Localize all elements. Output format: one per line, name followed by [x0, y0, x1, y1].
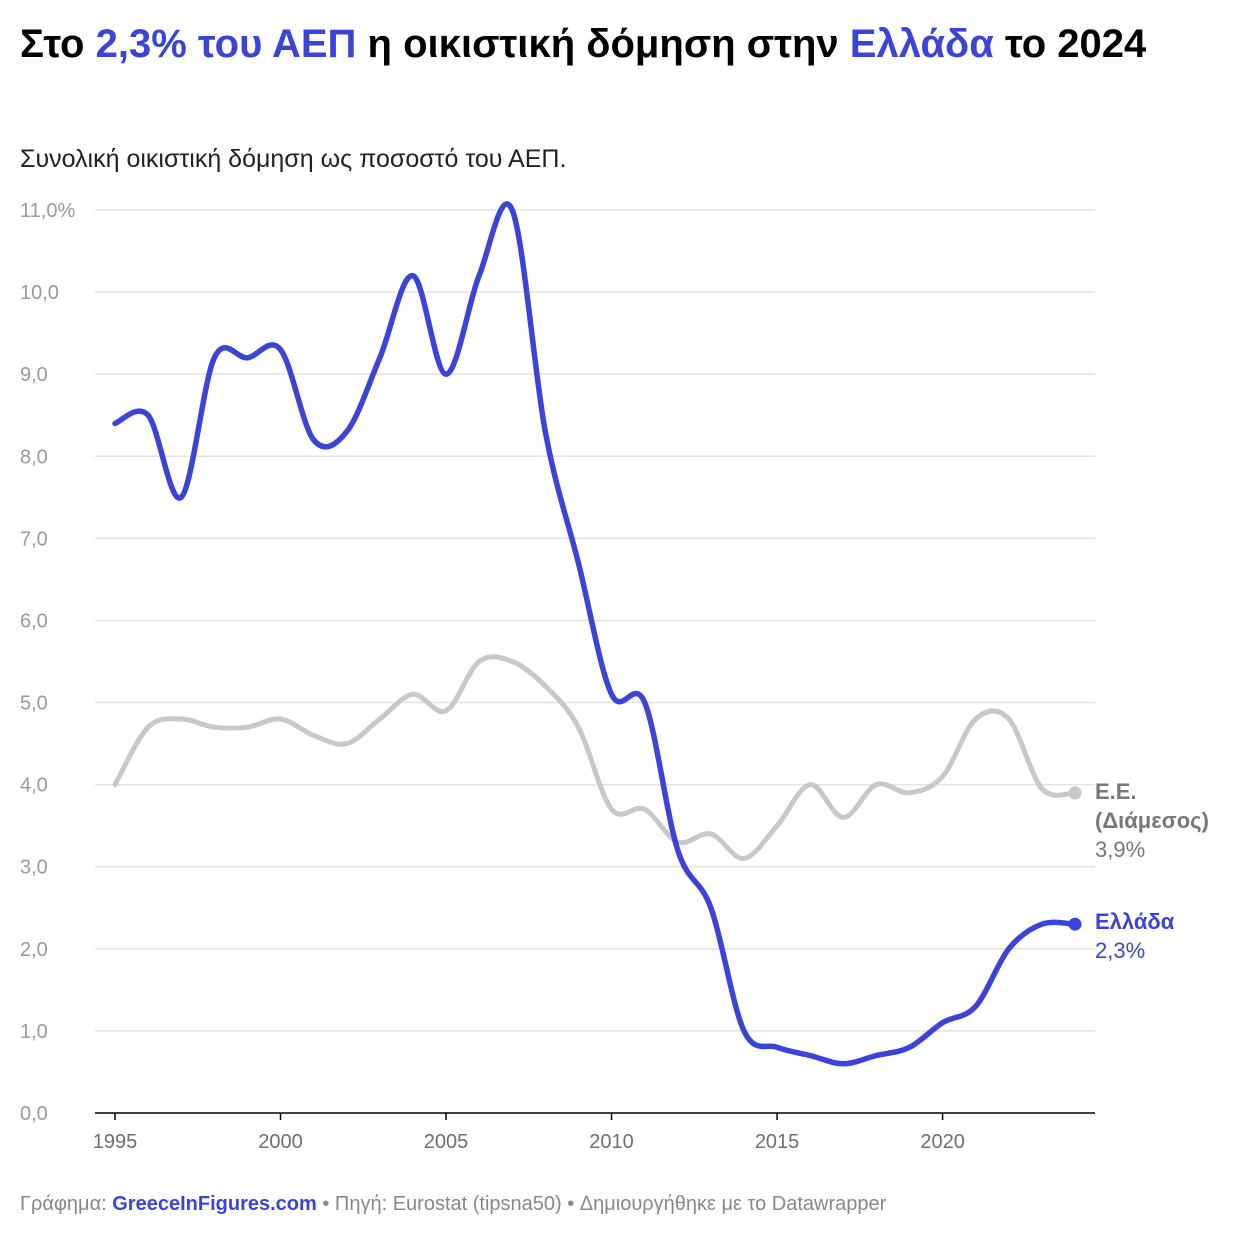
x-tick-label: 2005	[424, 1131, 469, 1153]
y-tick-label: 11,0%	[20, 200, 75, 222]
chart-subtitle: Συνολική οικιστική δόμηση ως ποσοστό του…	[20, 145, 567, 173]
y-tick-label: 9,0	[20, 364, 48, 386]
y-tick-label: 7,0	[20, 528, 48, 550]
series-line-eu-median	[112, 654, 1078, 861]
y-tick-label: 10,0	[20, 282, 59, 304]
series-end-value-greece: 2,3%	[1095, 938, 1145, 963]
y-tick-label: 5,0	[20, 693, 48, 715]
x-tick-label: 1995	[93, 1131, 138, 1153]
series-label-eu-median: Ε.Ε.	[1095, 779, 1137, 804]
footer-source: • Πηγή: Eurostat (tipsna50) • Δημιουργήθ…	[316, 1193, 887, 1215]
title-highlight-greece: Ελλάδα	[849, 22, 994, 66]
x-tick-label: 2015	[755, 1131, 800, 1153]
x-tick-label: 2020	[920, 1131, 965, 1153]
series-label-greece: Ελλάδα	[1095, 909, 1175, 934]
end-point-eu-median	[1068, 786, 1082, 800]
title-post: το 2024	[993, 22, 1147, 66]
title-highlight-share: 2,3% του ΑΕΠ	[95, 22, 357, 66]
footer-prefix: Γράφημα:	[20, 1193, 113, 1215]
footer-brand-link[interactable]: GreeceInFigures.com	[112, 1193, 317, 1215]
series-line-greece	[112, 201, 1078, 1067]
chart-footer: Γράφημα: GreeceInFigures.com • Πηγή: Eur…	[20, 1193, 886, 1216]
y-tick-label: 6,0	[20, 610, 48, 632]
y-tick-label: 0,0	[20, 1103, 48, 1125]
series-end-value-eu-median: 3,9%	[1095, 837, 1145, 862]
x-tick-label: 2010	[589, 1131, 634, 1153]
title-mid: η οικιστική δόμηση στην	[356, 22, 850, 66]
y-tick-label: 4,0	[20, 775, 48, 797]
y-tick-label: 3,0	[20, 857, 48, 879]
chart-title: Στο 2,3% του ΑΕΠ η οικιστική δόμηση στην…	[20, 18, 1210, 70]
end-point-greece	[1068, 917, 1082, 931]
y-tick-label: 2,0	[20, 939, 48, 961]
series-label-eu-median: (Διάμεσος)	[1095, 808, 1209, 833]
y-tick-label: 8,0	[20, 446, 48, 468]
y-tick-label: 1,0	[20, 1021, 48, 1043]
x-tick-label: 2000	[258, 1131, 303, 1153]
title-pre: Στο	[20, 22, 96, 66]
